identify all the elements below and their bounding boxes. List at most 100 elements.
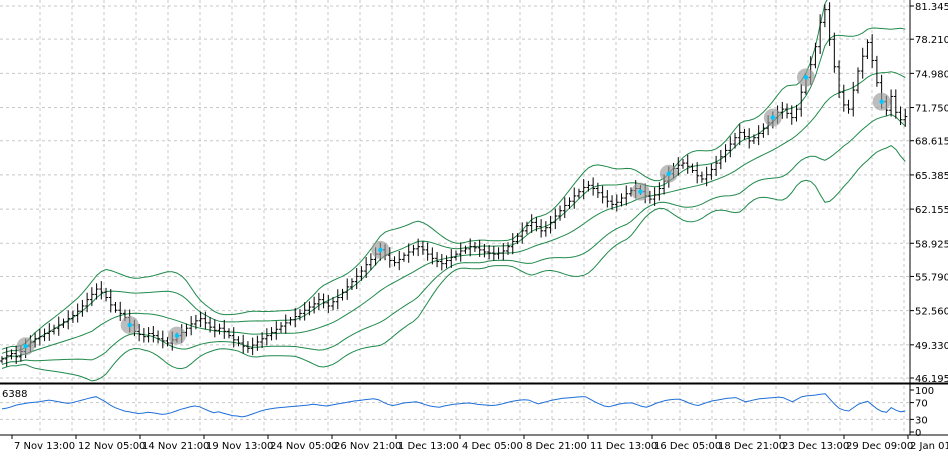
ohlc-bar <box>80 299 85 317</box>
ohlc-bar <box>605 190 610 208</box>
ohlc-bar <box>236 336 241 347</box>
ohlc-bar <box>718 149 723 170</box>
signal-marker <box>371 240 390 259</box>
ohlc-bar <box>293 308 298 328</box>
ohlc-bar <box>733 132 738 149</box>
price-tick-label: 81.345 <box>915 2 948 13</box>
ohlc-bar <box>751 134 756 144</box>
ohlc-bar <box>690 163 695 173</box>
ohlc-bar <box>714 155 719 176</box>
ohlc-bar <box>737 124 742 146</box>
ohlc-bar <box>818 14 823 54</box>
time-tick-label: 8 Dec 21:00 <box>526 441 587 452</box>
ohlc-bar <box>496 247 501 260</box>
signal-marker <box>659 164 678 183</box>
ohlc-bar <box>723 144 728 163</box>
ohlc-bar <box>312 296 317 314</box>
ohlc-bar <box>420 241 425 255</box>
ohlc-bar <box>600 185 605 204</box>
ohlc-bar <box>42 328 47 342</box>
time-tick-label: 29 Dec 09:00 <box>846 441 913 452</box>
ohlc-bar <box>704 166 709 187</box>
ohlc-bar <box>274 321 279 340</box>
ohlc-bar <box>761 123 766 138</box>
ohlc-bar <box>0 356 4 364</box>
ohlc-bar <box>558 205 563 221</box>
ohlc-bar <box>685 154 690 174</box>
ohlc-bar <box>331 296 336 311</box>
ohlc-bar <box>222 319 227 339</box>
signal-marker-point <box>23 343 28 349</box>
ohlc-bar <box>321 293 326 309</box>
time-tick-label: 18 Dec 21:00 <box>718 441 785 452</box>
ohlc-bar <box>368 253 373 271</box>
price-tick-label: 49.330 <box>915 341 948 352</box>
signal-marker <box>763 108 782 127</box>
ohlc-bar <box>364 257 369 278</box>
price-tick-label: 74.980 <box>915 69 948 80</box>
ohlc-bar <box>893 89 898 119</box>
ohlc-bar <box>576 188 581 199</box>
ohlc-bar <box>94 283 99 300</box>
bollinger-middle-line <box>1 71 906 360</box>
ohlc-bar <box>487 245 492 260</box>
signal-marker <box>631 182 650 201</box>
ohlc-bar <box>477 239 482 257</box>
ohlc-bar <box>463 245 468 254</box>
bollinger-inner-lower-line <box>1 113 906 365</box>
ohlc-bar <box>482 243 487 258</box>
ohlc-bar <box>780 101 785 119</box>
ohlc-bar <box>501 243 506 261</box>
ohlc-bar <box>392 256 397 267</box>
ohlc-bar <box>681 159 685 169</box>
ohlc-bar <box>827 2 832 46</box>
ohlc-bar <box>52 324 57 335</box>
ohlc-bar <box>4 347 9 367</box>
ohlc-bar <box>742 128 747 140</box>
ohlc-bar <box>61 318 66 328</box>
ohlc-bar <box>245 341 250 353</box>
ohlc-bar <box>524 221 529 235</box>
ohlc-bar <box>307 301 312 316</box>
ohlc-bar <box>468 238 473 257</box>
signal-marker-point <box>803 75 809 80</box>
ohlc-bar <box>37 329 42 346</box>
time-tick-label: 11 Dec 13:00 <box>590 441 657 452</box>
ohlc-bar <box>539 219 544 238</box>
ohlc-bar <box>756 125 761 146</box>
ohlc-bar <box>676 157 681 176</box>
signal-marker-point <box>378 247 383 253</box>
ohlc-bar <box>212 319 217 338</box>
price-tick-label: 78.210 <box>915 35 948 46</box>
ohlc-bar <box>14 345 19 365</box>
ohlc-bar <box>785 103 790 119</box>
ohlc-bar <box>203 311 208 330</box>
price-tick-label: 46.195 <box>915 374 948 385</box>
ohlc-bar <box>66 310 71 330</box>
signal-marker <box>16 337 35 356</box>
ohlc-bar <box>99 281 104 300</box>
ohlc-bar <box>903 108 908 127</box>
ohlc-bar <box>264 328 269 346</box>
ohlc-bar <box>860 47 865 79</box>
ohlc-bar <box>614 194 619 212</box>
ohlc-bar <box>581 179 586 200</box>
osc-tick-label: 100 <box>915 386 934 397</box>
time-tick-label: 16 Dec 05:00 <box>654 441 721 452</box>
ohlc-bar <box>146 327 151 343</box>
ohlc-bar <box>141 328 146 343</box>
ohlc-bar <box>832 32 837 73</box>
price-tick-label: 58.925 <box>915 239 948 250</box>
ohlc-bar <box>747 128 752 149</box>
ohlc-bar <box>85 292 90 313</box>
ohlc-bar <box>610 195 615 210</box>
ohlc-bar <box>439 253 444 271</box>
ohlc-bar <box>874 55 879 87</box>
ohlc-bar <box>70 310 75 323</box>
ohlc-bar <box>104 287 109 302</box>
price-tick-label: 68.615 <box>915 137 948 148</box>
ohlc-bar <box>354 268 359 290</box>
oscillator-label: 6388 <box>2 389 27 400</box>
